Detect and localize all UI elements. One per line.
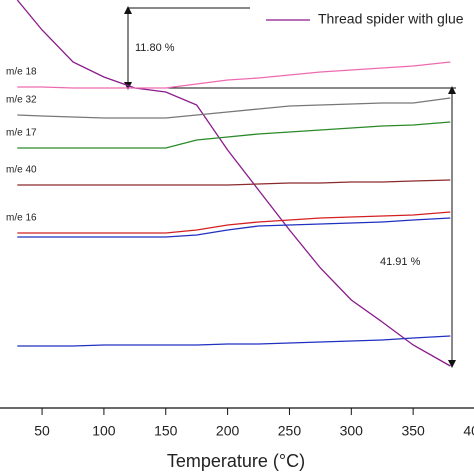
annotation: 41.91 % xyxy=(380,256,421,268)
x-tick-label: 150 xyxy=(154,423,178,439)
x-tick-label: 400 xyxy=(463,423,474,439)
series-label: m/e 17 xyxy=(6,128,37,139)
series-label: m/e 18 xyxy=(6,67,37,78)
legend-label: Thread spider with glue xyxy=(318,11,464,27)
legend-box xyxy=(258,6,474,32)
series-label: m/e 32 xyxy=(6,95,37,106)
line-series xyxy=(17,211,451,234)
line-series xyxy=(17,179,451,186)
x-tick-label: 50 xyxy=(34,423,50,439)
x-tick-label: 250 xyxy=(278,423,302,439)
line-series xyxy=(17,97,451,119)
line-series xyxy=(17,335,451,347)
line-series xyxy=(17,61,451,89)
line-series xyxy=(16,0,451,367)
x-tick-label: 100 xyxy=(92,423,116,439)
x-tick-label: 300 xyxy=(340,423,364,439)
line-series xyxy=(17,121,451,149)
x-axis-title: Temperature (°C) xyxy=(167,451,305,471)
annotation: 11.80 % xyxy=(135,42,175,54)
x-tick-label: 350 xyxy=(401,423,425,439)
series-label: m/e 16 xyxy=(6,213,37,224)
series-label: m/e 40 xyxy=(6,165,37,176)
annotation-arrows xyxy=(124,6,456,368)
x-tick-label: 200 xyxy=(216,423,240,439)
line-series xyxy=(17,217,451,238)
